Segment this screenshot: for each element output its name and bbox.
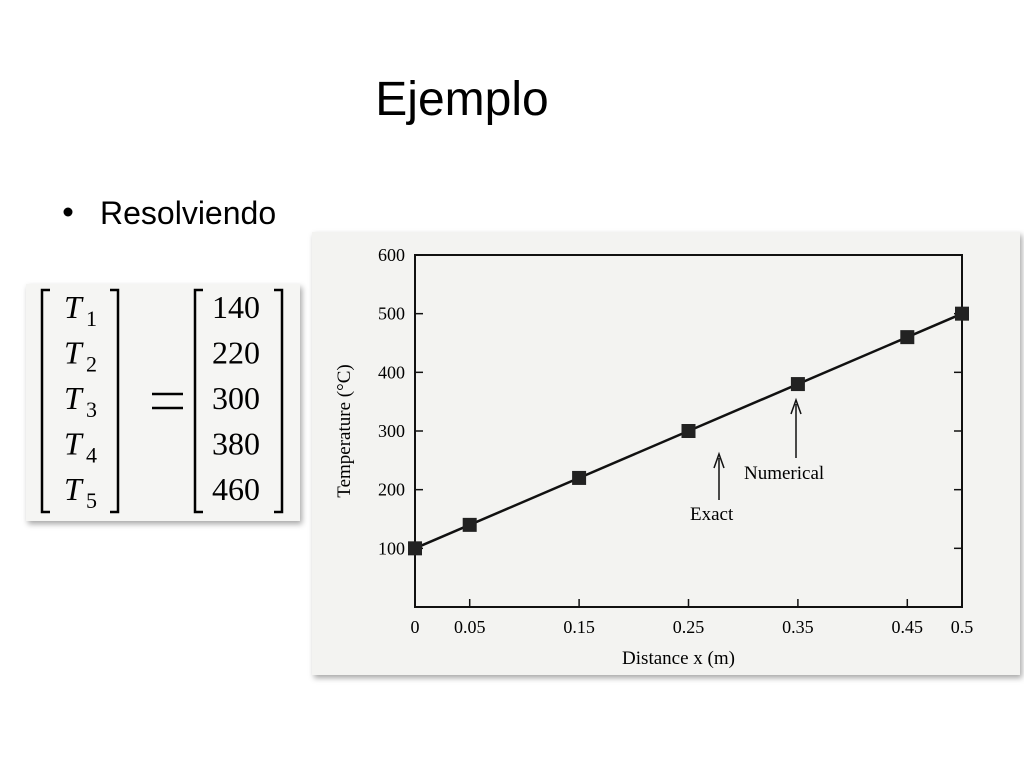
matrix-bracket	[274, 288, 284, 514]
matrix-bracket	[40, 288, 50, 514]
matrix-index: 3	[86, 397, 97, 422]
numerical-point	[572, 470, 587, 485]
matrix-bracket	[110, 288, 120, 514]
arrow	[713, 451, 725, 500]
numerical-point	[955, 306, 969, 321]
matrix-value: 220	[212, 335, 260, 371]
numerical-point	[681, 424, 696, 438]
y-tick-label: 100	[378, 538, 405, 558]
matrix-value: 140	[212, 289, 260, 325]
numerical-point	[408, 541, 422, 556]
chart-panel	[312, 232, 1020, 675]
matrix-variable: T	[64, 289, 84, 325]
y-axis-label: Temperature (°C)	[334, 364, 355, 497]
numerical-point	[790, 377, 805, 392]
bullet-dot	[63, 207, 73, 217]
matrix-value: 300	[212, 380, 260, 416]
y-tick-label: 300	[378, 421, 405, 441]
chart: 100 200 300 400 500 600 0 0.05 0.15 0.25 0.35 0.45 0…	[334, 245, 973, 669]
x-tick-label: 0.15	[563, 617, 595, 637]
y-tick-label: 500	[378, 304, 405, 324]
x-tick-label: 0.5	[951, 617, 974, 637]
matrix-variable: T	[64, 380, 84, 416]
x-tick-label: 0	[411, 617, 420, 637]
equals-sign	[152, 392, 183, 410]
numerical-point	[462, 517, 477, 532]
slide-title: Ejemplo	[375, 73, 548, 126]
bullet-text: Resolviendo	[100, 195, 276, 231]
x-tick-label: 0.25	[673, 617, 705, 637]
matrix-bracket	[193, 288, 203, 514]
y-tick-label: 600	[378, 245, 405, 265]
matrix-variable: T	[64, 335, 84, 371]
x-tick-label: 0.45	[892, 617, 924, 637]
x-tick-label: 0.35	[782, 617, 814, 637]
matrix-index: 5	[86, 488, 97, 513]
matrix-variable: T	[64, 471, 84, 507]
equation-panel	[26, 284, 300, 521]
matrix-index: 4	[86, 443, 97, 468]
annotation: Numerical	[744, 463, 824, 484]
matrix-index: 2	[86, 352, 97, 377]
y-tick-label: 400	[378, 362, 405, 382]
x-axis-label: Distance x (m)	[622, 648, 735, 669]
matrix-value: 460	[212, 471, 260, 507]
numerical-point	[900, 330, 915, 345]
annotation: Exact	[690, 504, 734, 525]
y-tick-label: 200	[378, 480, 405, 500]
x-tick-label: 0.05	[454, 617, 486, 637]
matrix-variable: T	[64, 426, 84, 462]
matrix-value: 380	[212, 426, 260, 462]
matrix-index: 1	[86, 306, 97, 331]
arrow	[790, 397, 802, 458]
